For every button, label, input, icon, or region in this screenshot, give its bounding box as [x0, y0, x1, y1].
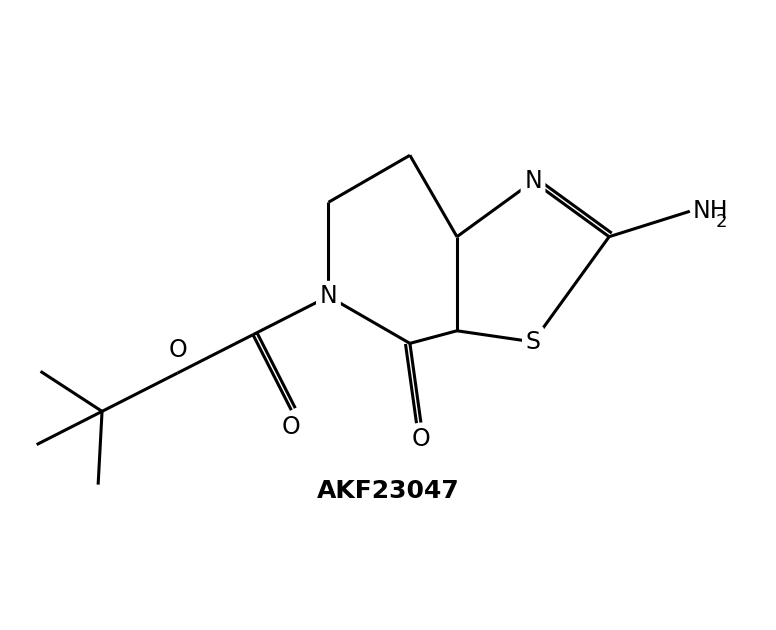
Text: N: N: [320, 284, 338, 308]
Text: O: O: [411, 427, 430, 450]
Text: AKF23047: AKF23047: [317, 479, 459, 503]
Text: O: O: [282, 415, 301, 439]
Text: N: N: [524, 169, 542, 193]
Text: S: S: [525, 330, 541, 354]
Text: O: O: [168, 338, 187, 362]
Text: 2: 2: [716, 213, 728, 231]
Text: NH: NH: [692, 199, 728, 223]
